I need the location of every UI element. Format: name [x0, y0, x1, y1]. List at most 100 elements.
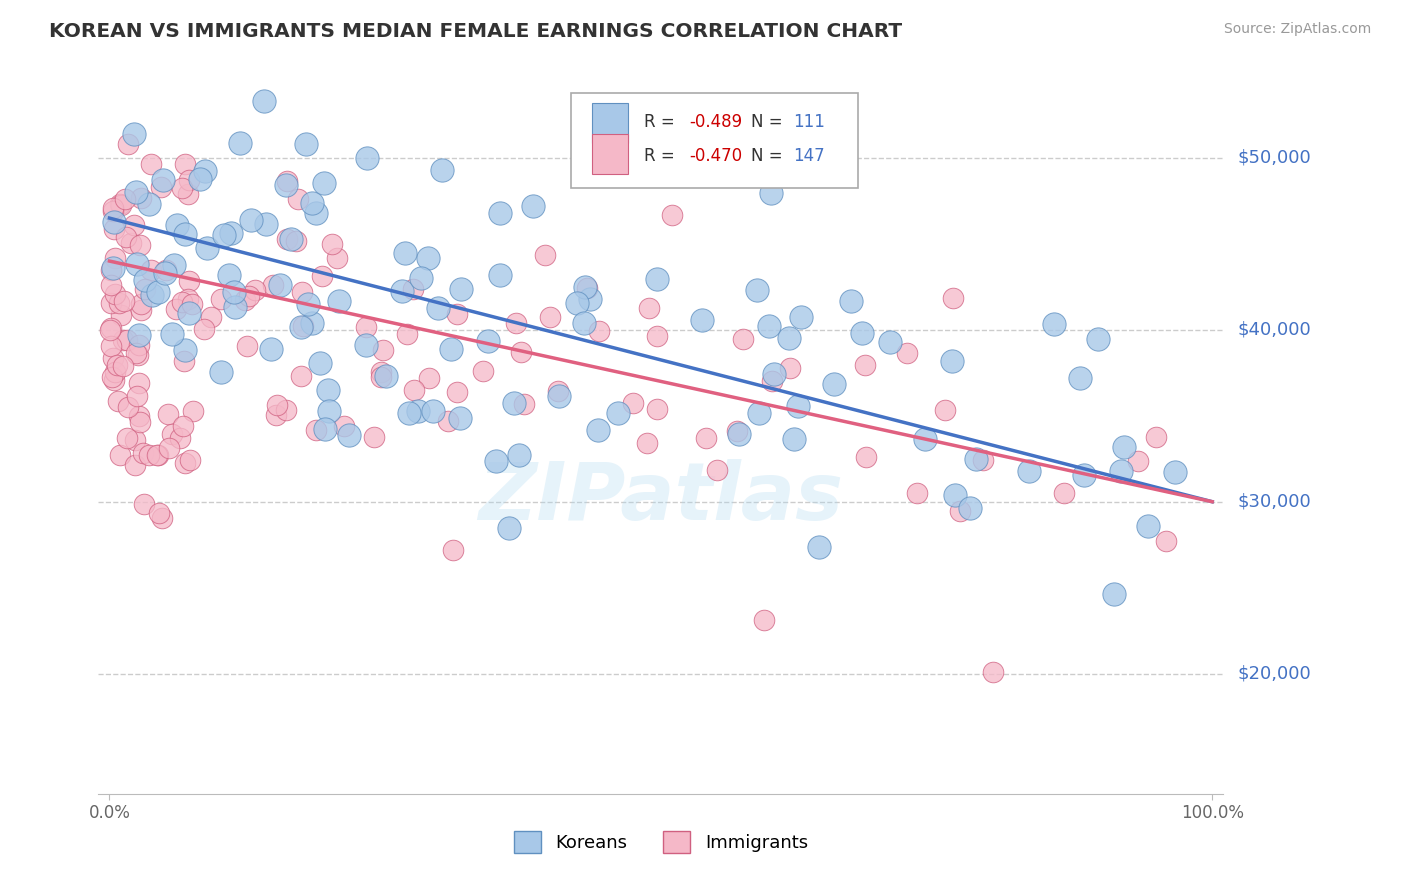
Point	[177, 306, 200, 320]
Point	[229, 136, 252, 150]
Point	[437, 414, 460, 428]
Point	[169, 431, 191, 445]
Point	[391, 284, 413, 298]
Point	[572, 316, 595, 330]
Point	[276, 232, 298, 246]
Point	[942, 291, 965, 305]
Point	[138, 197, 160, 211]
Point	[981, 665, 1004, 680]
Point	[179, 173, 201, 187]
Point	[138, 448, 160, 462]
Point	[621, 396, 644, 410]
Point	[112, 359, 135, 373]
Point	[101, 203, 124, 218]
Point	[727, 424, 749, 438]
Point	[1114, 440, 1136, 454]
Point	[645, 329, 668, 343]
Point	[177, 187, 200, 202]
Point	[305, 424, 328, 438]
Point	[153, 266, 176, 280]
Point	[547, 384, 569, 399]
Point	[219, 226, 242, 240]
Point	[489, 268, 512, 282]
Point	[236, 338, 259, 352]
Point	[786, 399, 808, 413]
Point	[533, 247, 555, 261]
Legend: Koreans, Immigrants: Koreans, Immigrants	[505, 822, 817, 863]
Point	[485, 453, 508, 467]
Text: $40,000: $40,000	[1237, 321, 1310, 339]
Text: 111: 111	[793, 113, 825, 131]
Point	[948, 504, 970, 518]
Point	[125, 256, 148, 270]
Point	[509, 344, 531, 359]
Point	[1109, 465, 1132, 479]
Point	[104, 251, 127, 265]
Point	[823, 377, 845, 392]
Point	[98, 322, 121, 336]
Point	[905, 486, 928, 500]
Point	[301, 195, 323, 210]
Point	[103, 201, 125, 215]
Text: $50,000: $50,000	[1237, 149, 1310, 167]
Point	[778, 331, 800, 345]
Point	[141, 288, 163, 302]
Point	[508, 448, 530, 462]
Point	[160, 427, 183, 442]
Point	[522, 199, 544, 213]
Point	[146, 448, 169, 462]
Point	[124, 433, 146, 447]
Point	[333, 418, 356, 433]
Point	[450, 282, 472, 296]
Point	[748, 406, 770, 420]
Point	[401, 282, 423, 296]
Point	[132, 497, 155, 511]
Point	[512, 397, 534, 411]
Point	[110, 197, 132, 211]
Text: N =: N =	[751, 113, 787, 131]
Point	[1043, 318, 1066, 332]
Text: $20,000: $20,000	[1237, 665, 1310, 682]
Point	[131, 302, 153, 317]
Point	[100, 278, 122, 293]
Point	[959, 500, 981, 515]
Point	[111, 334, 134, 348]
Point	[170, 295, 193, 310]
Point	[181, 404, 204, 418]
Point	[262, 277, 284, 292]
Point	[851, 326, 873, 340]
Point	[638, 301, 661, 316]
Point	[290, 369, 312, 384]
Point	[134, 282, 156, 296]
Point	[790, 310, 813, 325]
Point	[129, 415, 152, 429]
Point	[1069, 371, 1091, 385]
Point	[155, 263, 177, 277]
Text: ZIPatlas: ZIPatlas	[478, 458, 844, 537]
Point	[174, 456, 197, 470]
Point	[274, 403, 297, 417]
Point	[160, 326, 183, 341]
Point	[104, 366, 127, 380]
Point	[193, 322, 215, 336]
Point	[200, 310, 222, 324]
Point	[224, 285, 246, 299]
Point	[124, 458, 146, 473]
Point	[129, 191, 152, 205]
Point	[309, 357, 332, 371]
Point	[264, 408, 287, 422]
Point	[114, 293, 136, 308]
Point	[100, 262, 122, 277]
Point	[432, 162, 454, 177]
Point	[330, 65, 353, 79]
Point	[176, 292, 198, 306]
Point	[579, 292, 602, 306]
Point	[260, 343, 283, 357]
Point	[1144, 429, 1167, 443]
Point	[477, 334, 499, 348]
Point	[110, 197, 132, 211]
Point	[156, 407, 179, 421]
Point	[754, 613, 776, 627]
Point	[565, 296, 588, 310]
Point	[254, 218, 277, 232]
